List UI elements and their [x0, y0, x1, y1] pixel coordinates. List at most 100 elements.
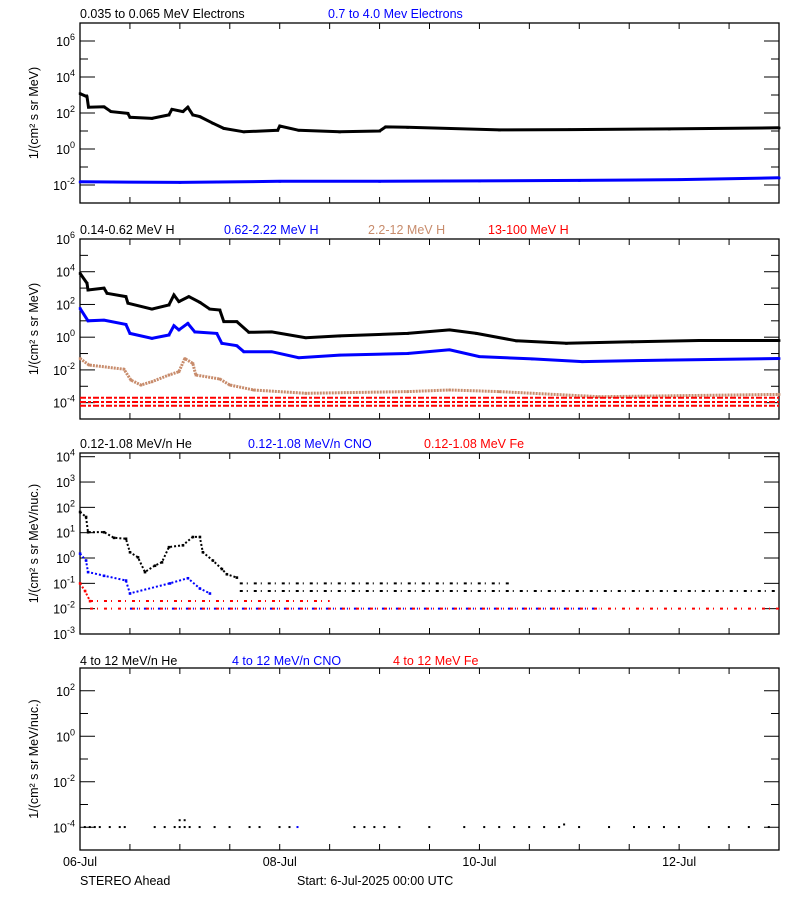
data-point	[338, 353, 342, 357]
data-point	[543, 826, 546, 829]
data-point	[220, 342, 224, 345]
series-2-3	[78, 356, 781, 399]
data-point	[78, 357, 82, 360]
series-2-2	[78, 307, 781, 364]
data-point	[198, 587, 202, 590]
spacecraft-label: STEREO Ahead	[80, 874, 170, 888]
data-point	[475, 332, 478, 335]
data-point	[86, 288, 90, 292]
data-point	[123, 826, 126, 829]
data-point	[463, 826, 466, 829]
data-point	[167, 545, 171, 549]
data-point	[378, 129, 381, 133]
legend-label: 0.12-1.08 MeV/n He	[80, 437, 192, 451]
data-point	[124, 579, 128, 582]
series-trace	[78, 307, 780, 364]
data-point	[242, 350, 246, 354]
y-tick-label: 100	[56, 328, 75, 345]
data-point	[191, 362, 195, 365]
x-tick-label: 10-Jul	[462, 855, 496, 869]
legend-label: 4 to 12 MeV Fe	[393, 654, 479, 668]
data-point	[578, 826, 581, 829]
y-tick-label: 100	[56, 140, 75, 157]
series-trace	[79, 511, 238, 579]
data-point	[173, 826, 176, 829]
data-point	[188, 826, 191, 829]
data-point	[153, 564, 157, 568]
data-point	[378, 180, 381, 183]
data-point	[218, 308, 222, 312]
data-point	[578, 179, 581, 182]
data-point	[177, 328, 181, 332]
data-point	[608, 826, 611, 829]
data-point	[235, 320, 239, 323]
data-point	[338, 334, 342, 338]
data-point	[228, 826, 231, 829]
y-tick-label: 102	[56, 682, 75, 699]
legend-label: 0.14-0.62 MeV H	[80, 223, 175, 237]
data-point	[102, 318, 106, 322]
data-point	[242, 130, 246, 134]
y-axis-label: 1/(cm² s sr MeV)	[27, 67, 41, 159]
series-trace	[79, 552, 211, 595]
data-point	[78, 510, 82, 514]
data-point	[112, 536, 116, 540]
data-point	[211, 559, 215, 562]
data-point	[191, 535, 195, 539]
series-1-1	[78, 92, 781, 134]
data-point	[78, 272, 82, 275]
data-point	[220, 567, 224, 571]
data-point	[181, 544, 185, 547]
y-tick-label: 100	[56, 727, 75, 744]
data-point	[163, 826, 166, 829]
legend-label: 0.7 to 4.0 Mev Electrons	[328, 7, 463, 21]
series-4-2	[296, 826, 299, 829]
data-point	[122, 368, 126, 371]
data-point	[177, 370, 181, 374]
data-point	[87, 106, 90, 109]
data-point	[186, 576, 190, 580]
data-point	[105, 292, 109, 295]
data-point	[278, 180, 282, 183]
data-point	[78, 180, 82, 184]
data-point	[727, 826, 730, 829]
y-tick-label: 104	[56, 263, 75, 280]
data-point	[98, 826, 101, 829]
y-tick-label: 10-1	[53, 574, 75, 591]
data-point	[102, 574, 106, 578]
data-point	[278, 826, 281, 829]
y-tick-label: 102	[56, 498, 75, 515]
data-point	[178, 181, 182, 184]
data-point	[563, 823, 566, 826]
data-point	[83, 826, 86, 829]
data-point	[167, 113, 171, 117]
data-point	[297, 356, 301, 360]
data-point	[288, 826, 291, 829]
data-point	[78, 582, 82, 585]
data-point	[777, 126, 781, 130]
data-point	[87, 363, 91, 367]
data-point	[428, 826, 431, 829]
data-point	[102, 105, 106, 109]
data-point	[498, 390, 501, 394]
data-point	[235, 576, 239, 579]
data-point	[304, 336, 308, 340]
x-tick-label: 06-Jul	[63, 855, 97, 869]
data-point	[150, 307, 154, 311]
data-point	[667, 127, 671, 131]
data-point	[198, 535, 202, 539]
data-point	[150, 117, 154, 120]
data-point	[483, 826, 486, 829]
data-point	[296, 826, 299, 829]
series-4-1	[83, 819, 770, 829]
data-point	[270, 350, 274, 354]
data-point	[777, 357, 781, 360]
data-point	[448, 328, 451, 332]
series-trace	[78, 272, 779, 345]
data-point	[83, 589, 87, 593]
data-point	[183, 357, 187, 360]
legend-label: 0.62-2.22 MeV H	[224, 223, 319, 237]
data-point	[278, 124, 282, 128]
data-point	[248, 826, 251, 829]
data-point	[664, 358, 668, 362]
